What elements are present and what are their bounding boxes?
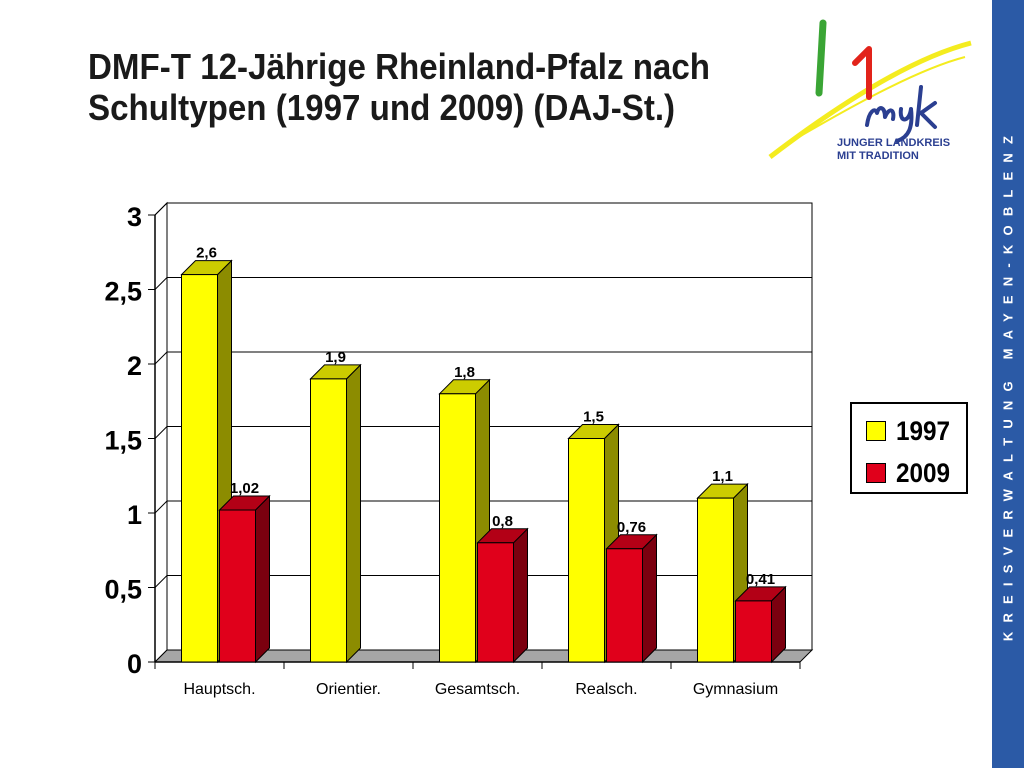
data-label: 1,1 — [712, 468, 733, 485]
x-tick-label: Realsch. — [575, 681, 637, 698]
data-label: 0,8 — [492, 513, 513, 530]
gridline-depth — [154, 351, 168, 365]
y-tick-label: 2 — [127, 351, 142, 381]
data-label: 2,6 — [196, 245, 217, 262]
title-line-1: DMF-T 12-Jährige Rheinland-Pfalz nach — [88, 46, 711, 87]
legend-item-1997: 1997 — [866, 414, 956, 448]
bar-side — [255, 494, 270, 664]
sidebar-text: KREISVERWALTUNG MAYEN-KOBLENZ — [1000, 126, 1016, 642]
gridline-depth — [154, 575, 168, 588]
bar — [735, 600, 772, 663]
logo-text-line-1: JUNGER LANDKREIS — [837, 137, 950, 149]
bar — [439, 393, 476, 663]
bar — [606, 548, 643, 663]
myk-logo-icon: JUNGER LANDKREIS MIT TRADITION — [768, 19, 972, 162]
data-label: 1,9 — [325, 349, 346, 366]
slide-title: DMF-T 12-Jährige Rheinland-Pfalz nach Sc… — [88, 46, 732, 128]
legend-swatch-2009 — [866, 463, 886, 483]
bar — [219, 509, 256, 663]
legend-item-2009: 2009 — [866, 456, 956, 490]
y-tick-label: 0 — [127, 649, 142, 679]
gridline-depth — [154, 500, 168, 514]
y-tick-label: 1 — [127, 500, 142, 530]
gridline-depth — [154, 277, 168, 290]
y-tick-label: 3 — [127, 202, 142, 232]
y-tick-label: 2,5 — [104, 277, 142, 307]
bar-chart: 0 0,5 1 1,5 2 2,5 3 Hauptsch. Orientier. Gesamtsc… — [104, 201, 814, 698]
logo-text-line-2: MIT TRADITION — [837, 150, 919, 162]
x-tick-label: Gesamtsch. — [435, 681, 520, 698]
x-tick-label: Orientier. — [316, 681, 381, 698]
data-label: 1,02 — [230, 480, 259, 497]
y-tick-label: 0,5 — [104, 575, 142, 605]
gridline-depth — [154, 426, 168, 439]
data-label: 0,41 — [746, 571, 775, 588]
bar — [697, 497, 734, 663]
title-line-2: Schultypen (1997 und 2009) (DAJ-St.) — [88, 87, 676, 128]
sidebar-band: KREISVERWALTUNG MAYEN-KOBLENZ — [992, 0, 1024, 768]
gridline-depth — [154, 202, 168, 216]
x-tick-label: Hauptsch. — [183, 681, 255, 698]
data-label: 1,8 — [454, 364, 475, 381]
y-tick-label: 1,5 — [104, 426, 142, 456]
legend-label-1997: 1997 — [896, 415, 951, 446]
bar-side — [513, 527, 528, 664]
legend-label-2009: 2009 — [896, 457, 951, 488]
bar — [568, 438, 605, 663]
bar-side — [642, 533, 657, 664]
bar-side — [346, 363, 361, 664]
bar — [310, 378, 347, 663]
legend-swatch-1997 — [866, 421, 886, 441]
bar — [477, 542, 514, 663]
bar — [181, 274, 218, 663]
x-tick-label: Gymnasium — [693, 681, 778, 698]
data-label: 0,76 — [617, 519, 646, 536]
data-label: 1,5 — [583, 409, 604, 426]
chart-legend: 1997 2009 — [850, 402, 968, 494]
